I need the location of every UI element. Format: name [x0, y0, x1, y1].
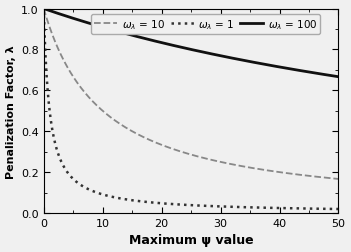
Legend: $\omega_\lambda$ = 10, $\omega_\lambda$ = 1, $\omega_\lambda$ = 100: $\omega_\lambda$ = 10, $\omega_\lambda$ … — [91, 15, 320, 35]
$\omega_\lambda$ = 1 — [177, 203, 181, 206]
$\omega_\lambda$ = 10 — [177, 150, 181, 153]
$\omega_\lambda$ = 100 — [327, 75, 332, 78]
$\omega_\lambda$ = 10 — [42, 8, 46, 11]
$\omega_\lambda$ = 1 — [336, 208, 340, 211]
$\omega_\lambda$ = 100 — [57, 13, 61, 16]
$\omega_\lambda$ = 100 — [42, 8, 46, 11]
$\omega_\lambda$ = 100 — [185, 48, 189, 51]
$\omega_\lambda$ = 1 — [185, 204, 189, 207]
$\omega_\lambda$ = 100 — [274, 66, 278, 69]
$\omega_\lambda$ = 1 — [328, 208, 332, 211]
$\omega_\lambda$ = 10 — [57, 49, 61, 52]
$\omega_\lambda$ = 100 — [328, 75, 332, 78]
$\omega_\lambda$ = 1 — [274, 207, 278, 210]
$\omega_\lambda$ = 10 — [274, 170, 278, 173]
$\omega_\lambda$ = 100 — [177, 46, 181, 49]
Line: $\omega_\lambda$ = 10: $\omega_\lambda$ = 10 — [44, 10, 338, 179]
$\omega_\lambda$ = 1 — [42, 8, 46, 11]
Line: $\omega_\lambda$ = 100: $\omega_\lambda$ = 100 — [44, 10, 338, 77]
$\omega_\lambda$ = 10 — [336, 178, 340, 181]
$\omega_\lambda$ = 10 — [327, 177, 332, 180]
Line: $\omega_\lambda$ = 1: $\omega_\lambda$ = 1 — [44, 10, 338, 209]
$\omega_\lambda$ = 10 — [185, 152, 189, 155]
X-axis label: Maximum ψ value: Maximum ψ value — [129, 234, 253, 246]
$\omega_\lambda$ = 100 — [336, 76, 340, 79]
Y-axis label: Penalization Factor, λ: Penalization Factor, λ — [6, 45, 15, 178]
$\omega_\lambda$ = 10 — [328, 177, 332, 180]
$\omega_\lambda$ = 1 — [57, 154, 61, 157]
$\omega_\lambda$ = 1 — [327, 208, 332, 211]
